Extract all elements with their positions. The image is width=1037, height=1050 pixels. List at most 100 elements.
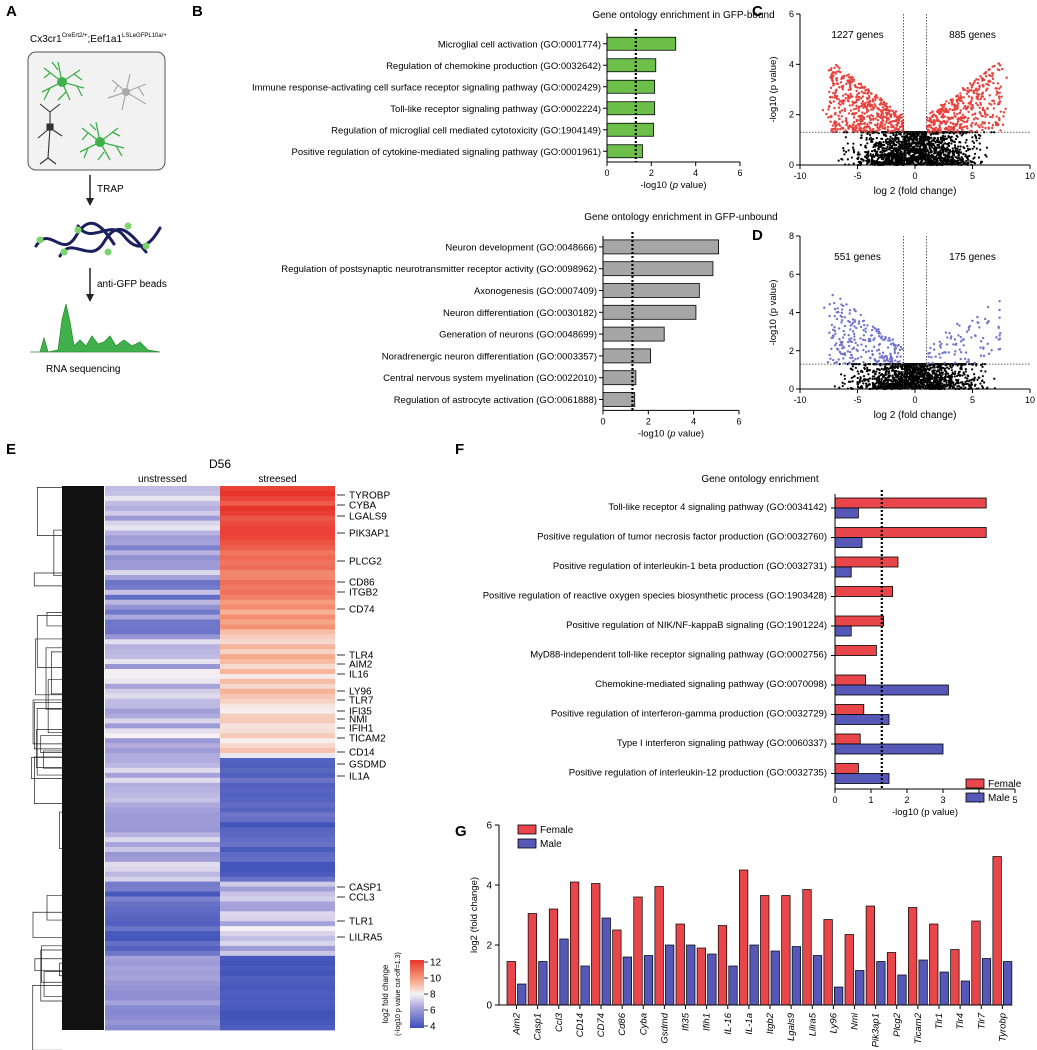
point-ns [887,372,890,375]
point-ns [893,154,896,157]
point-significant [886,125,890,129]
heatmap-cell [105,931,220,937]
point-significant [827,69,831,72]
point-significant [884,355,888,358]
point-significant [838,343,842,347]
point-ns [946,372,950,375]
column-label-stressed: streesed [258,474,296,485]
point-significant [929,111,932,115]
point-ns [907,144,910,148]
heatmap-cell [220,990,335,996]
point-ns [917,143,920,146]
column-label-unstressed: unstressed [138,474,187,485]
arrow-head-trap [86,198,94,206]
point-significant [873,95,877,99]
heatmap-cell [105,594,220,601]
point-significant [836,127,839,131]
point-ns [932,159,935,162]
point-significant [833,326,836,329]
bar [602,348,651,364]
heatmap-cell [220,584,335,591]
point-ns [911,145,914,148]
point-significant [998,337,1002,341]
point-ns [984,153,987,156]
point-ns [894,373,897,377]
point-significant [998,118,1001,121]
point-significant [995,336,998,339]
point-significant [942,119,946,123]
point-ns [924,131,927,134]
heatmap-cell [220,945,335,952]
point-significant [857,82,860,86]
point-ns [883,374,886,377]
point-significant [1001,67,1004,71]
point-ns [980,379,984,383]
point-significant [837,106,841,109]
point-significant [867,349,870,353]
point-significant [828,331,831,334]
point-significant [840,352,844,356]
point-ns [878,371,881,375]
point-ns [891,385,894,389]
point-significant [844,92,847,96]
point-significant [833,307,837,311]
right-gene-count: 175 genes [949,252,996,263]
point-ns [904,144,907,147]
point-ns [846,142,849,145]
point-significant [871,105,874,108]
point-significant [837,114,840,118]
point-ns [938,380,941,383]
point-ns [861,380,864,383]
point-significant [862,360,865,364]
point-significant [883,359,886,363]
point-significant [980,114,983,117]
point-significant [972,89,975,93]
point-ns [850,367,853,370]
heatmap-cell [105,861,220,868]
point-significant [932,348,936,351]
point-significant [982,108,985,111]
point-ns [841,384,844,388]
point-significant [894,119,898,122]
point-significant [889,343,893,346]
point-significant [849,92,852,96]
point-ns [902,138,905,141]
point-ns [882,141,885,144]
point-significant [851,356,854,360]
point-significant [842,329,845,333]
x-tick-label: -5 [853,171,861,181]
point-ns [985,155,988,158]
point-ns [881,147,884,151]
point-significant [984,126,987,130]
point-significant [955,100,959,103]
point-ns [880,153,883,156]
point-ns [960,134,963,137]
point-significant [854,107,858,110]
point-significant [828,303,831,306]
heatmap-cell [105,500,220,507]
point-significant [855,104,858,107]
point-significant [843,109,847,112]
heatmap-cell [105,634,220,640]
point-significant [846,121,849,124]
point-ns [950,366,953,369]
dendrogram-branch [59,962,62,977]
point-ns [957,153,961,157]
heatmap-cell [220,842,335,848]
point-significant [971,113,974,116]
point-ns [940,140,944,144]
heatmap-cell [105,738,220,744]
point-significant [851,347,854,351]
point-significant [935,110,939,113]
point-significant [828,353,831,357]
point-ns [884,140,888,143]
point-significant [844,96,847,100]
point-significant [1002,111,1006,114]
heatmap-cell [105,629,220,635]
point-significant [995,87,999,90]
point-ns [967,158,970,161]
point-ns [929,367,932,370]
point-significant [965,125,969,128]
heatmap-cell [220,743,335,749]
point-ns [890,141,893,144]
